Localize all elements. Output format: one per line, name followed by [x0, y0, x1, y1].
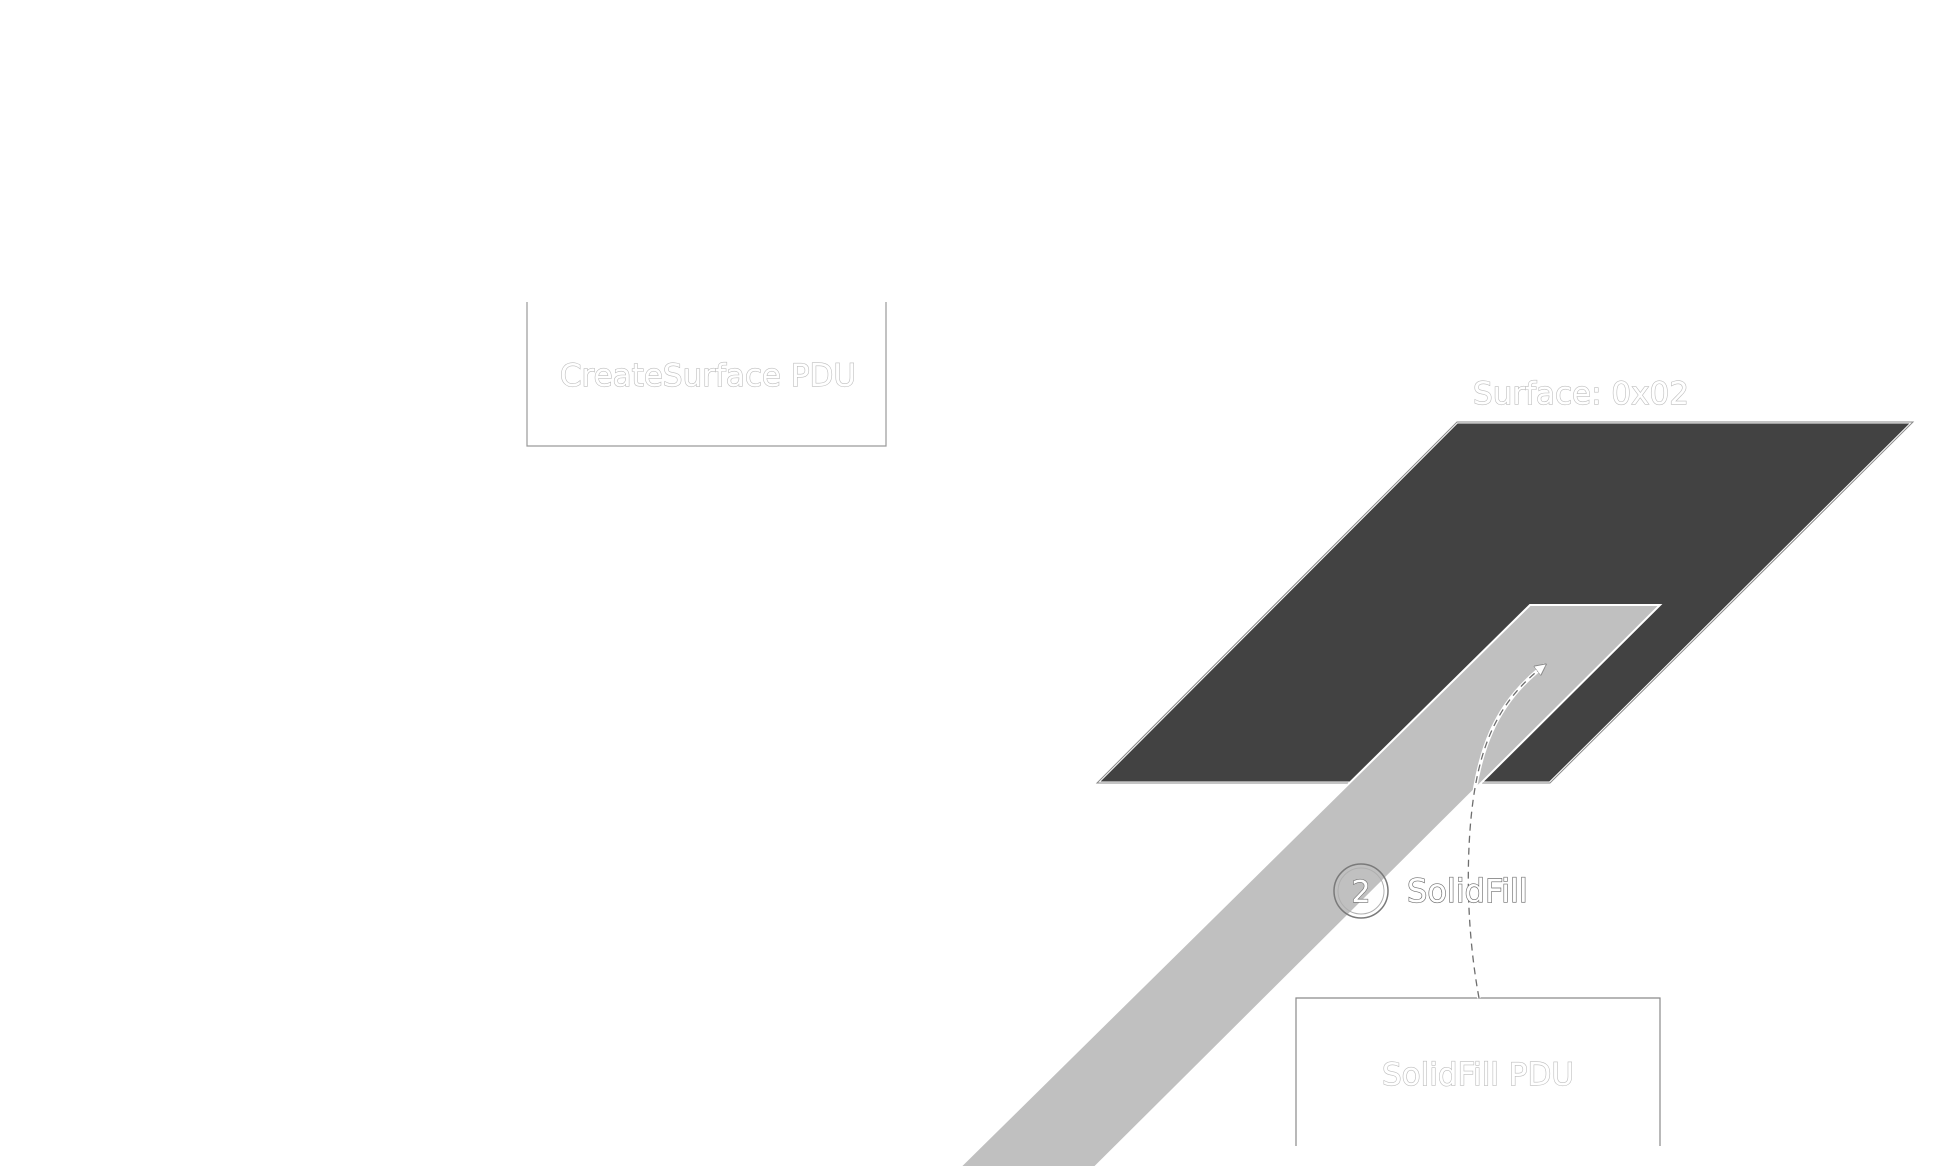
solidfill-arrow-dashed: [1467, 665, 1545, 999]
create-surface-box-frame: [526, 302, 887, 447]
create-surface-box-label: CreateSurface PDU: [560, 358, 856, 394]
step-number-circle: [1333, 863, 1389, 919]
step-marker: 2 SolidFill: [1333, 863, 1528, 919]
step-number-circle-inner: [1337, 867, 1385, 915]
create-surface-box: CreateSurface PDU: [526, 302, 887, 447]
solidfill-box-label: SolidFill PDU: [1382, 1057, 1574, 1093]
surface-plane-outline: [1095, 421, 1915, 784]
solidfill-box: SolidFill PDU: [1295, 997, 1661, 1146]
step-label: SolidFill: [1407, 872, 1528, 910]
surface-label: Surface: 0x02: [1473, 376, 1689, 412]
step-number: 2: [1351, 875, 1370, 910]
